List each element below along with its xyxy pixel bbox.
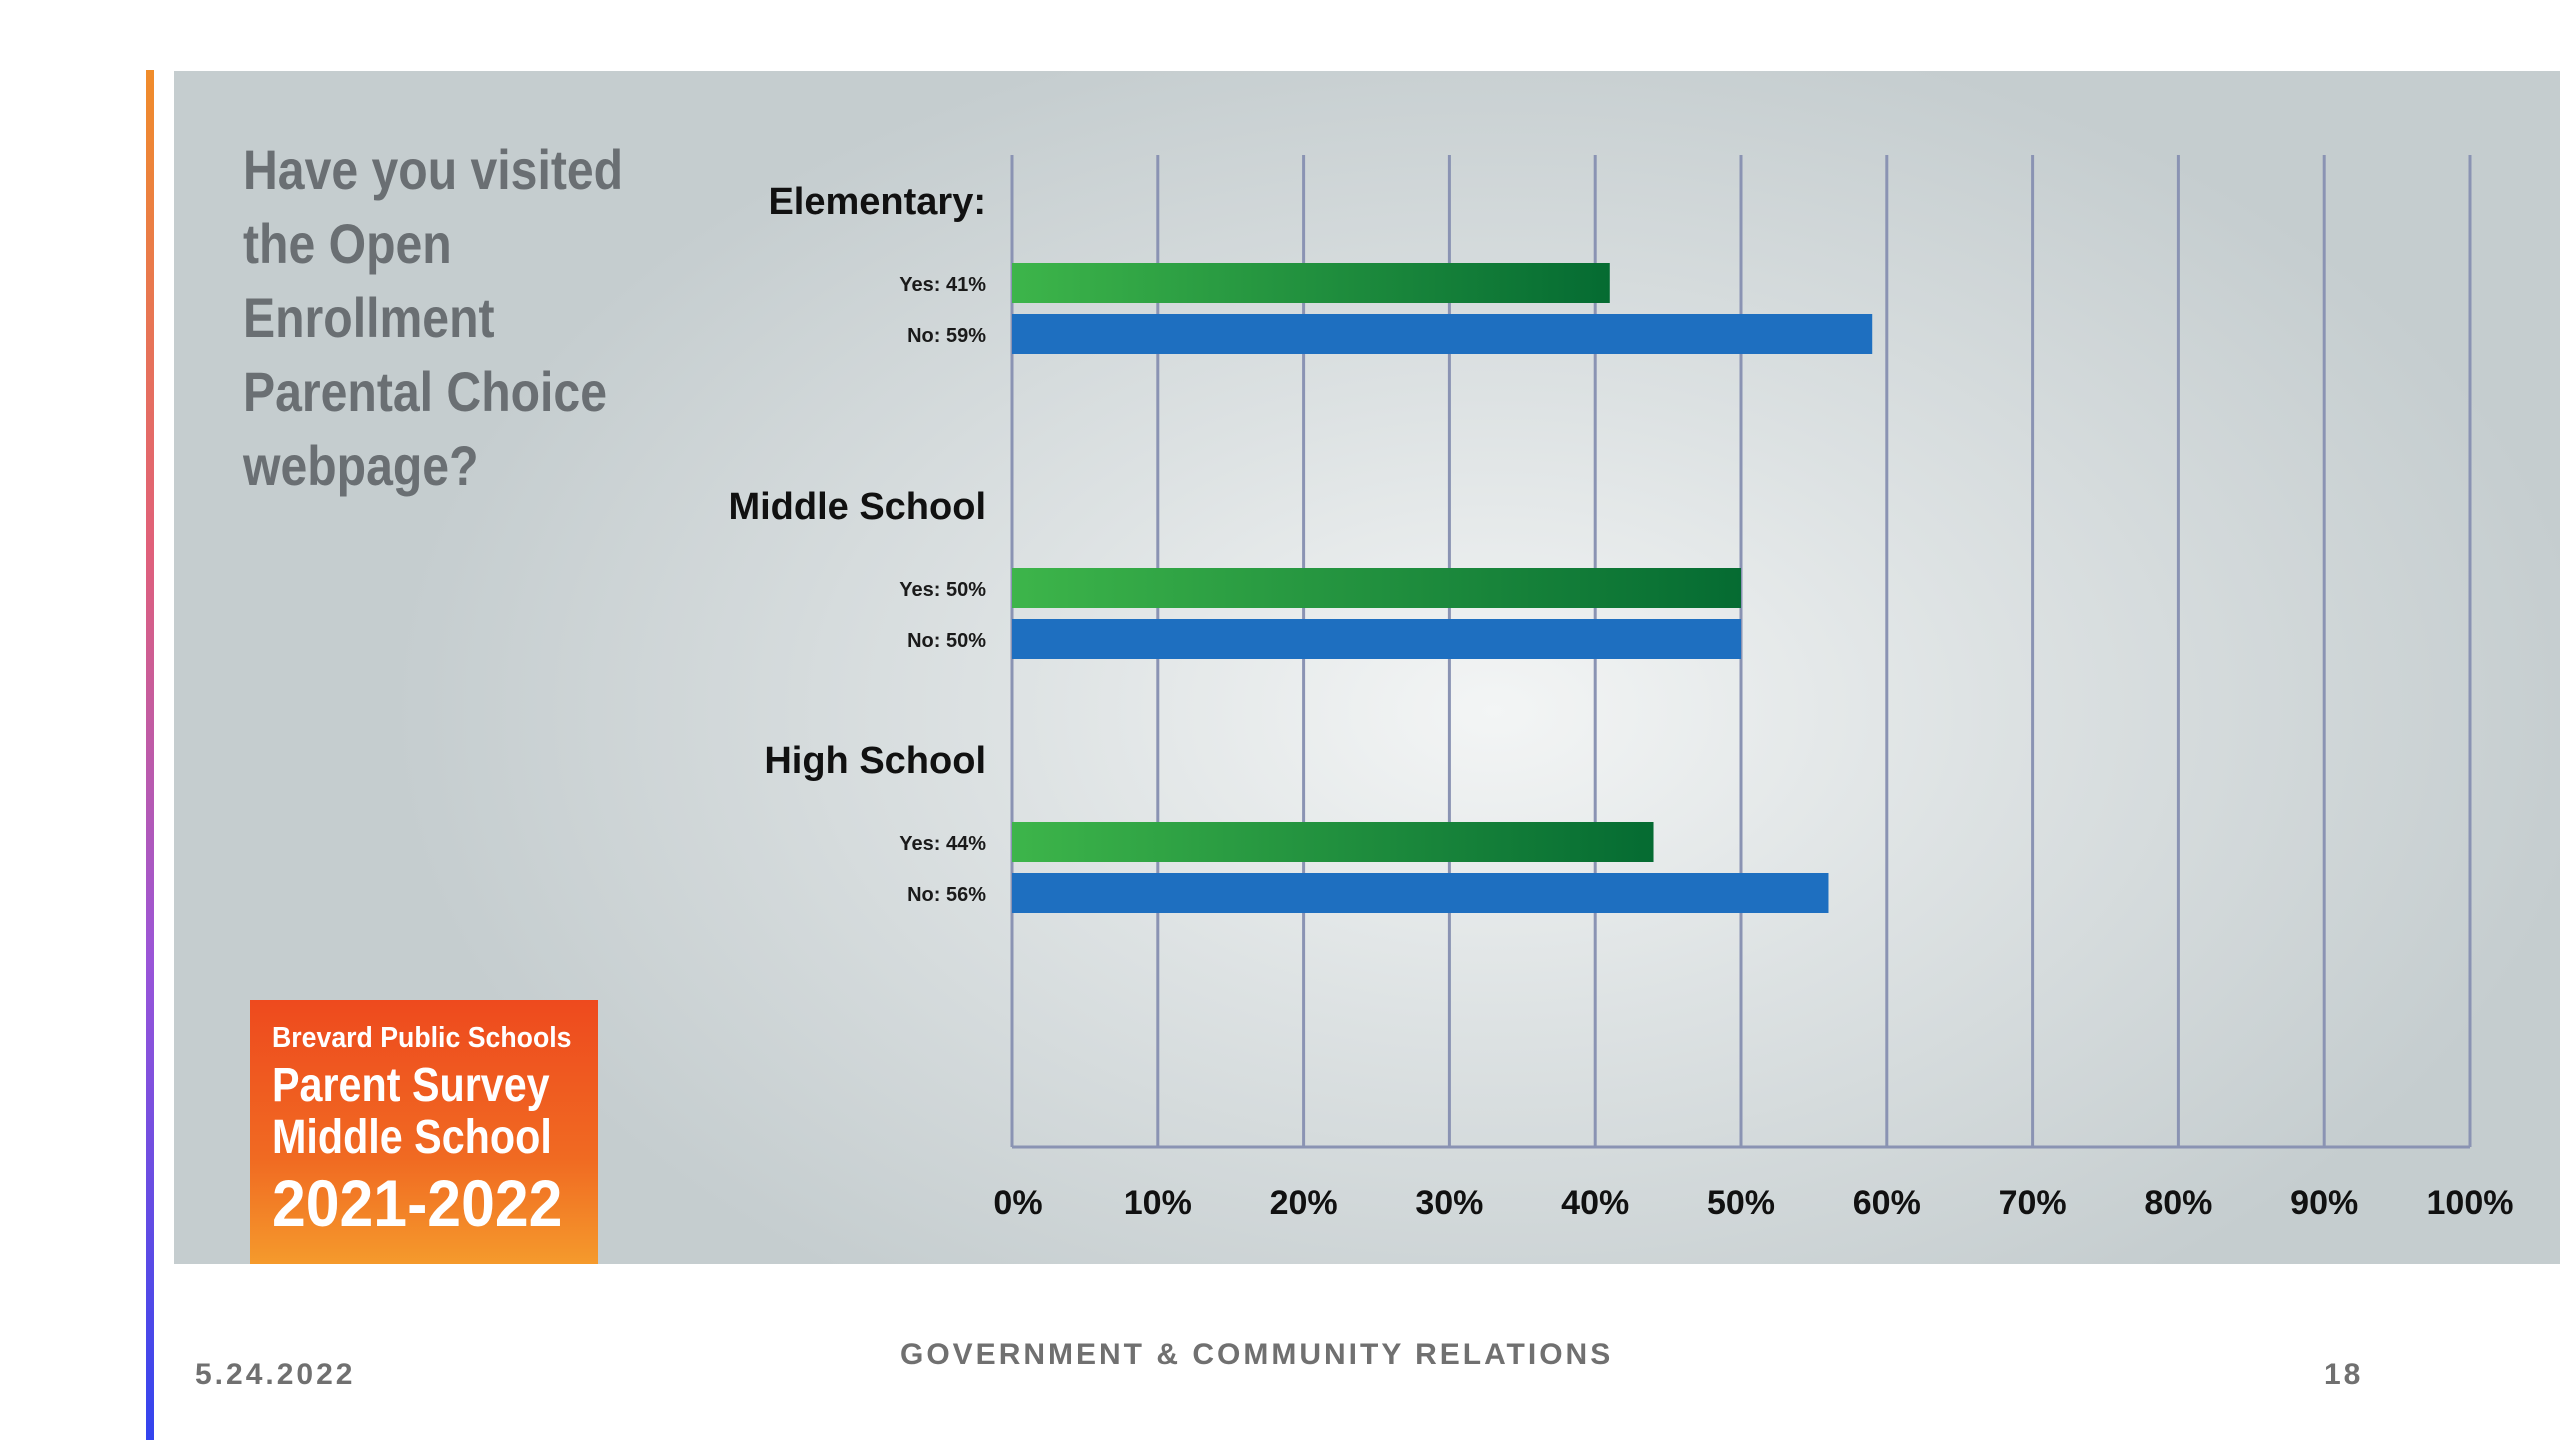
bar-label: No: 59% bbox=[907, 325, 986, 347]
x-tick-label: 100% bbox=[2427, 1184, 2514, 1222]
x-tick-label: 50% bbox=[1707, 1184, 1775, 1222]
page-number: 18 bbox=[2324, 1358, 2364, 1391]
badge-org: Brevard Public Schools bbox=[272, 1022, 572, 1054]
x-tick-label: 80% bbox=[2144, 1184, 2212, 1222]
x-tick-label: 10% bbox=[1124, 1184, 1192, 1222]
badge-level: Middle School bbox=[272, 1111, 552, 1164]
x-tick-label: 40% bbox=[1561, 1184, 1629, 1222]
x-tick-label: 0% bbox=[993, 1184, 1042, 1222]
survey-badge: Brevard Public Schools Parent Survey Mid… bbox=[250, 1000, 598, 1264]
bar-no bbox=[1012, 873, 1829, 913]
badge-year: 2021-2022 bbox=[272, 1166, 563, 1240]
bar-chart: 0% 10% 20% 30% 40% 50% 60% 70% 80% 90% 100% Element… bbox=[728, 155, 2514, 1222]
badge-survey: Parent Survey bbox=[272, 1059, 550, 1112]
bar-no bbox=[1012, 619, 1741, 659]
bar-label: No: 50% bbox=[907, 630, 986, 652]
group-label: Elementary: bbox=[768, 181, 986, 223]
slide-panel: Have you visited the Open Enrollment Par… bbox=[174, 71, 2560, 1264]
footer-department: GOVERNMENT & COMMUNITY RELATIONS bbox=[900, 1338, 1614, 1371]
bar-yes bbox=[1012, 263, 1610, 303]
bar-label: Yes: 44% bbox=[899, 833, 986, 855]
bar-yes bbox=[1012, 568, 1741, 608]
x-tick-label: 30% bbox=[1415, 1184, 1483, 1222]
x-tick-label: 90% bbox=[2290, 1184, 2358, 1222]
bar-yes bbox=[1012, 822, 1654, 862]
x-tick-label: 60% bbox=[1853, 1184, 1921, 1222]
bar-label: No: 56% bbox=[907, 884, 986, 906]
footer-date: 5.24.2022 bbox=[195, 1358, 356, 1391]
x-tick-label: 20% bbox=[1270, 1184, 1338, 1222]
group-label: High School bbox=[764, 740, 986, 782]
bar-label: Yes: 50% bbox=[899, 579, 986, 601]
bar-no bbox=[1012, 314, 1873, 354]
group-label: Middle School bbox=[728, 486, 986, 528]
bar-label: Yes: 41% bbox=[899, 274, 986, 296]
question-title: Have you visited the Open Enrollment Par… bbox=[243, 138, 624, 497]
x-tick-label: 70% bbox=[1999, 1184, 2067, 1222]
accent-bar bbox=[146, 70, 154, 1440]
